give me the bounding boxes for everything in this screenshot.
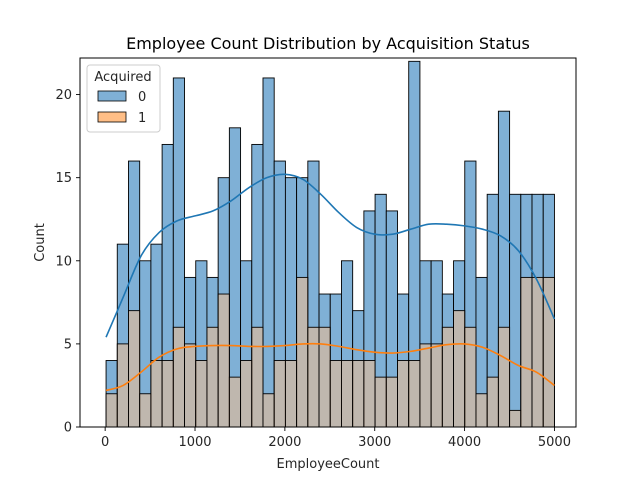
x-tick-label-5000: 5000 [538, 435, 571, 450]
bar-series-1-9 [206, 326, 219, 428]
legend: Acquired 0 1 [86, 64, 161, 133]
bar-series-1-25 [385, 376, 398, 428]
x-tick-label-1000: 1000 [178, 435, 211, 450]
bar-series-1-6 [172, 326, 185, 428]
bar-series-1-3 [139, 393, 152, 428]
bar-series-1-13 [251, 326, 264, 428]
y-tick-label-15: 15 [55, 171, 72, 186]
bar-series-1-20 [329, 360, 342, 428]
y-tick-label-0: 0 [64, 421, 72, 436]
legend-swatch-0 [97, 90, 127, 102]
y-tick-label-20: 20 [55, 88, 72, 103]
y-tick-label-10: 10 [55, 254, 72, 269]
bar-series-1-14 [262, 393, 275, 428]
series-1-bars [105, 276, 555, 428]
bar-series-1-24 [374, 376, 387, 428]
legend-label-0: 0 [138, 90, 146, 105]
bar-series-1-32 [464, 326, 477, 428]
bar-series-1-23 [363, 360, 376, 428]
bar-series-1-28 [419, 343, 432, 428]
x-tick-label-0: 0 [101, 435, 109, 450]
bar-series-1-37 [520, 276, 533, 428]
bar-series-1-27 [408, 360, 421, 428]
bar-series-1-26 [397, 360, 410, 428]
y-tick-label-5: 5 [64, 337, 72, 352]
bar-series-1-39 [542, 276, 555, 428]
x-axis-label: EmployeeCount [277, 457, 380, 472]
bar-series-1-15 [273, 360, 286, 428]
kde-lines [105, 173, 556, 392]
bar-series-1-33 [475, 393, 488, 428]
legend-swatch-1 [97, 111, 127, 123]
bar-series-1-38 [531, 276, 544, 428]
bar-series-1-11 [228, 376, 242, 428]
bar-series-1-36 [509, 409, 522, 428]
bar-series-1-34 [486, 376, 499, 428]
bar-series-1-8 [195, 360, 208, 428]
x-tick-label-3000: 3000 [358, 435, 391, 450]
bar-series-1-5 [161, 360, 174, 428]
bar-series-1-21 [341, 360, 354, 428]
legend-title: Acquired [94, 70, 151, 85]
x-tick-label-4000: 4000 [448, 435, 481, 450]
bar-series-0-36 [509, 193, 522, 428]
bar-series-1-2 [128, 310, 141, 428]
bar-series-1-35 [497, 326, 511, 428]
x-tick-label-2000: 2000 [268, 435, 301, 450]
chart-title: Employee Count Distribution by Acquisiti… [126, 34, 530, 53]
bar-series-1-29 [430, 343, 443, 428]
bar-series-1-12 [240, 360, 253, 428]
bar-series-1-18 [307, 326, 320, 428]
bar-series-1-19 [318, 326, 331, 428]
kde-line-0 [105, 173, 556, 338]
bar-series-1-30 [441, 326, 454, 428]
bar-series-0-14 [262, 77, 275, 428]
bar-series-1-10 [217, 293, 230, 428]
bar-series-1-31 [453, 310, 466, 428]
bar-series-1-0 [105, 393, 118, 428]
bar-series-1-16 [284, 360, 298, 428]
legend-label-1: 1 [138, 111, 146, 126]
plot-frame [79, 57, 577, 428]
y-axis-ticks: 0 5 10 15 20 [55, 88, 80, 436]
y-axis-label: Count [33, 223, 48, 262]
bar-series-1-17 [296, 276, 309, 428]
bar-series-1-4 [150, 360, 163, 428]
bar-series-1-7 [184, 343, 197, 428]
x-axis-ticks: 0 1000 2000 3000 4000 5000 [101, 427, 571, 450]
bar-series-1-22 [352, 360, 365, 428]
kde-line-1 [105, 342, 555, 392]
